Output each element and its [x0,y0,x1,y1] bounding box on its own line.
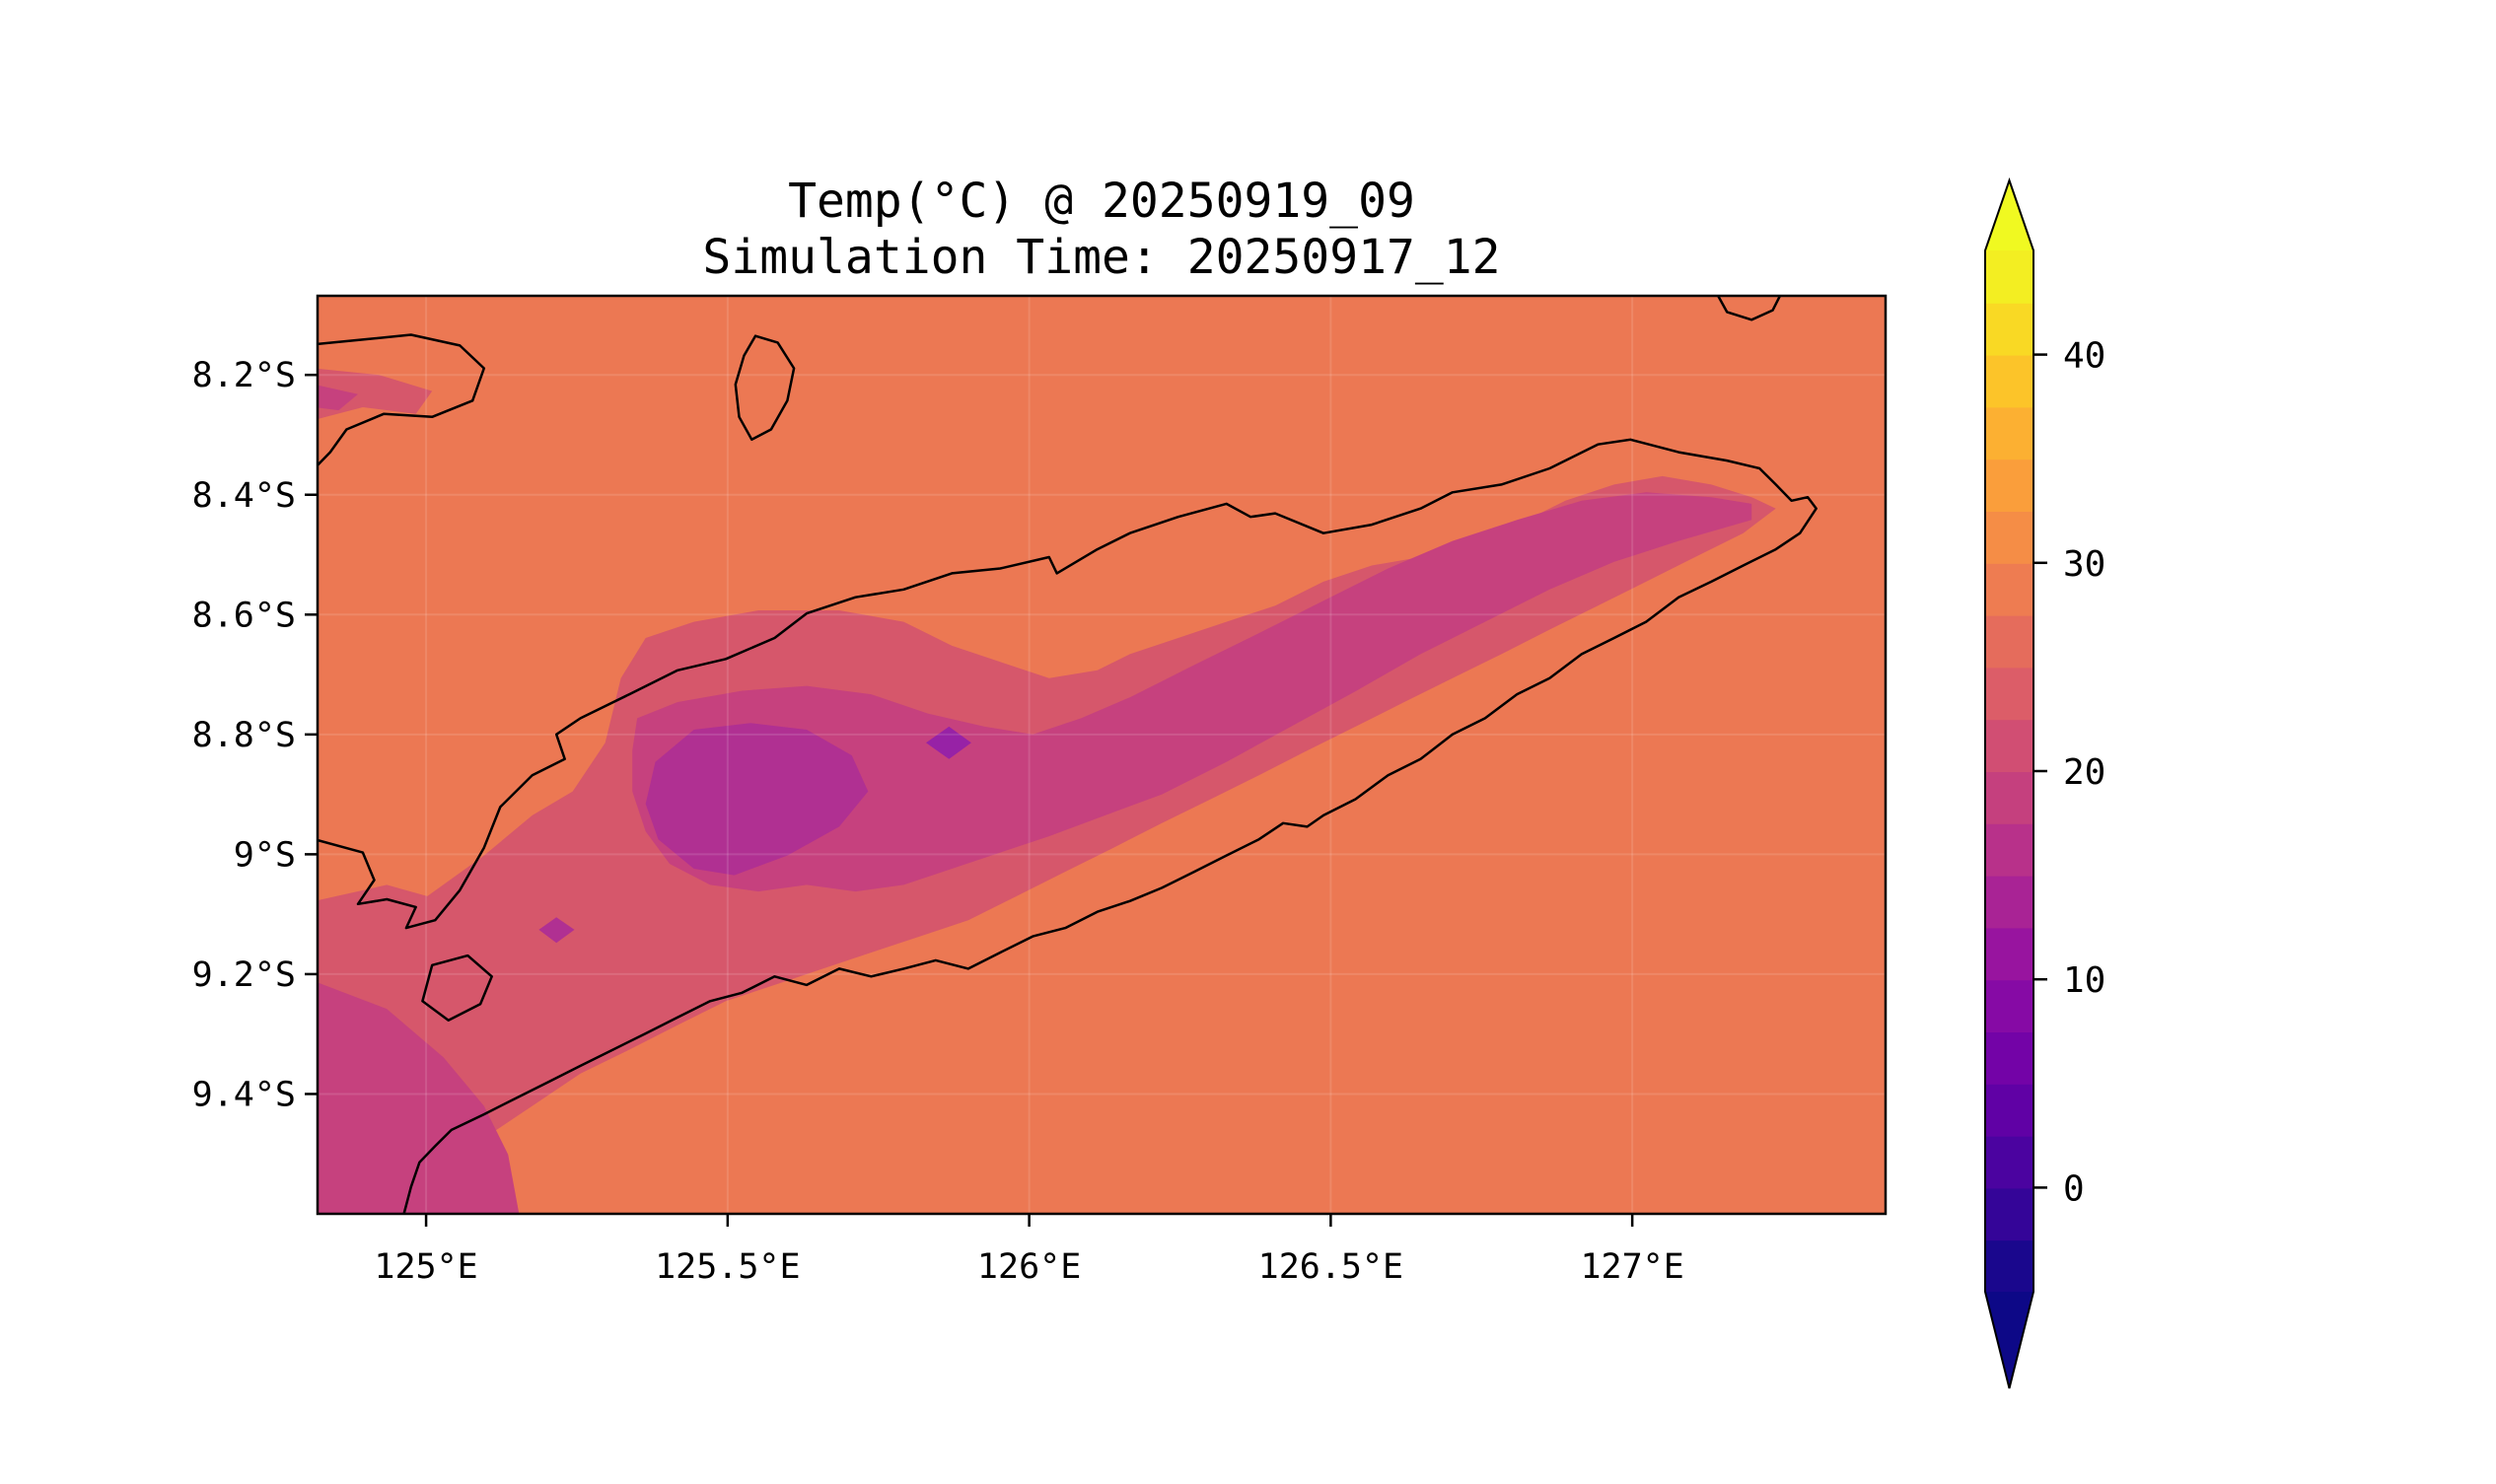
x-tick-label: 126°E [977,1247,1081,1287]
colorbar-tick-label: 10 [2063,960,2105,1001]
colorbar-band [1985,511,2033,564]
map-layer [318,296,1886,1214]
colorbar-band [1985,822,2033,877]
colorbar-band [1985,459,2033,512]
coastline-atauro-island [734,334,796,442]
colorbar-band [1985,1187,2033,1241]
colorbar-tick-label: 20 [2063,752,2105,793]
colorbar-outline [1984,177,2034,1389]
colorbar-band [1985,667,2033,721]
colorbar-extend-under [1985,1292,2033,1388]
contour-region-island-band-pink [318,475,1776,1214]
colorbar-band [1985,1135,2033,1189]
contour-region-alor-spot-magenta [318,385,358,411]
colorbar-tick-label: 30 [2063,544,2105,585]
axes-frame [316,294,1888,1216]
colorbar-band [1985,406,2033,460]
x-tick-label: 125°E [374,1247,477,1287]
contour-region-small-diamond-southwest [538,917,575,944]
y-tick-label: 9°S [234,835,296,875]
y-tick-label: 9.4°S [192,1075,296,1114]
contour-region-ridge-band-magenta [632,492,1752,892]
axes-layer: 125°E 125.5°E 126°E 126.5°E 127°E 8.2°S 8.4°S 8… [192,294,1888,1287]
contour-region-highland-patch-dark [645,723,869,876]
coastline-wetar-tip [1716,296,1782,321]
y-tick-label: 8.2°S [192,356,296,395]
x-tick-label: 127°E [1580,1247,1683,1287]
colorbar-band [1985,354,2033,408]
colorbar-band [1985,875,2033,929]
colorbar-band [1985,1239,2033,1293]
contour-region-southwest-band-magenta [318,982,520,1214]
chart-subtitle: Simulation Time: 20250917_12 [702,230,1500,285]
chart-title: Temp(°C) @ 20250919_09 [788,174,1415,229]
colorbar-band [1985,1083,2033,1137]
colorbar: 0 10 20 30 40 [1984,177,2105,1389]
x-tick-label: 125.5°E [655,1247,801,1287]
colorbar-band [1985,979,2033,1032]
colorbar-extend-over [1985,180,2033,250]
y-tick-label: 8.8°S [192,716,296,755]
contour-region-peak-diamond-purple [926,726,971,759]
contour-region-alor-band-pink [318,368,433,419]
colorbar-band [1985,562,2033,616]
colorbar-band [1985,927,2033,981]
colorbar-band [1985,1031,2033,1085]
x-tick-label: 126.5°E [1258,1247,1404,1287]
colorbar-band [1985,250,2033,304]
y-tick-label: 9.2°S [192,955,296,995]
coastline-west-inlet-loop [421,954,493,1022]
coastline-alor-island [318,333,486,467]
y-tick-label: 8.6°S [192,596,296,635]
y-tick-label: 8.4°S [192,476,296,516]
colorbar-band [1985,302,2033,356]
colorbar-tick-label: 0 [2063,1168,2085,1209]
colorbar-tick-label: 40 [2063,336,2105,377]
colorbar-band [1985,771,2033,824]
colorbar-band [1985,719,2033,772]
colorbar-band [1985,614,2033,669]
coastline-timor-main [318,438,1818,1214]
